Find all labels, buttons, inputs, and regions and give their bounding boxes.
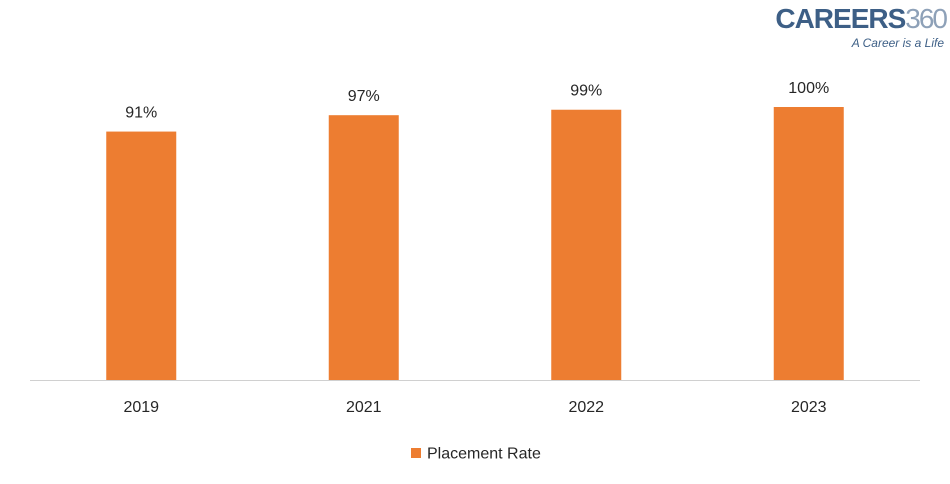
x-tick-label-2022: 2022 (568, 399, 604, 416)
x-tick-label-2019: 2019 (123, 399, 159, 416)
legend: Placement Rate (411, 446, 541, 463)
logo-main-text: CAREERS (775, 3, 906, 34)
bar-2019 (106, 131, 177, 380)
bar-2023 (773, 107, 844, 380)
bar-2021 (328, 115, 399, 380)
logo-tagline: A Career is a Life (851, 36, 944, 50)
data-label-2021: 97% (348, 88, 380, 105)
legend-label: Placement Rate (427, 446, 541, 463)
logo-number: 360 (905, 3, 948, 34)
bar-2022 (551, 109, 622, 380)
data-labels-group: 91% 97% 99% 100% (125, 80, 829, 122)
x-tick-label-2023: 2023 (791, 399, 827, 416)
data-label-2019: 91% (125, 105, 157, 122)
data-label-2022: 99% (570, 83, 602, 100)
bars-group (106, 107, 844, 380)
legend-swatch (411, 448, 421, 458)
x-tick-labels-group: 2019 2021 2022 2023 (123, 399, 826, 416)
x-tick-label-2021: 2021 (346, 399, 382, 416)
data-label-2023: 100% (788, 80, 829, 97)
logo-wordmark: CAREERS360 (775, 2, 948, 36)
careers360-logo: CAREERS360 A Career is a Life (775, 2, 948, 54)
